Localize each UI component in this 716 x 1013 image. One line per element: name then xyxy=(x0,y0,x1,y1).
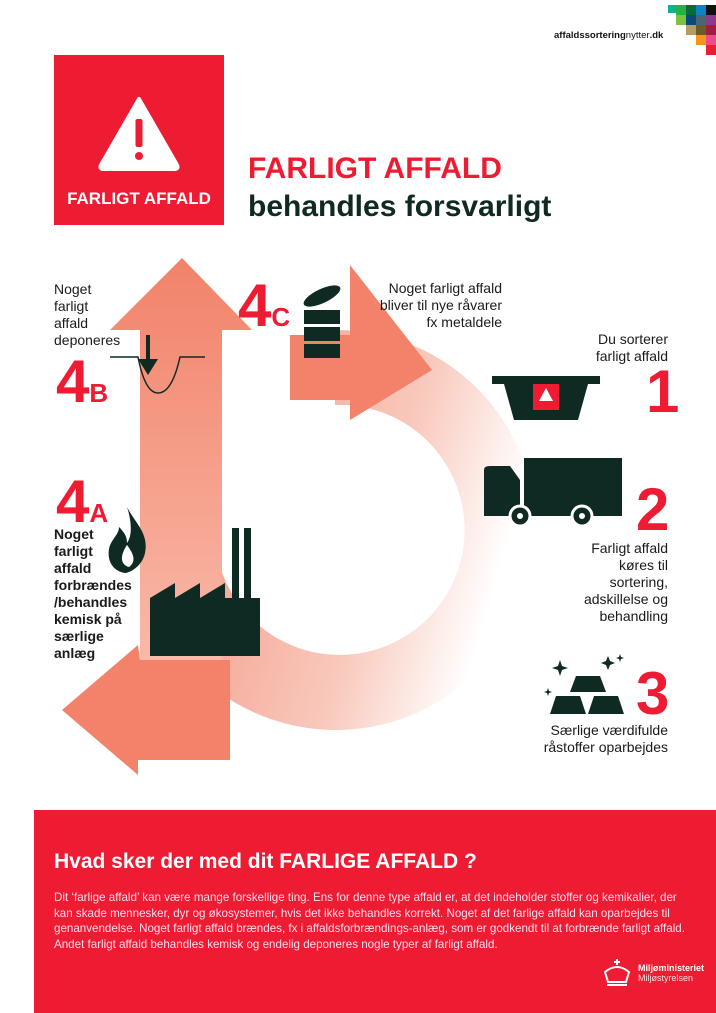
arrow-4b xyxy=(110,258,252,660)
ministry-name: Miljøministeriet xyxy=(638,963,705,973)
agency-name: Miljøstyrelsen xyxy=(638,973,694,983)
color-mosaic xyxy=(668,5,716,65)
warning-triangle-icon xyxy=(98,97,180,171)
hazard-badge: FARLIGT AFFALD xyxy=(54,55,224,225)
step-3-number: 3 xyxy=(636,660,670,727)
step-2-number: 2 xyxy=(636,476,670,543)
info-body: Dit ‘farlige affald’ kan være mange fors… xyxy=(54,891,685,951)
step-3-text: Særlige værdifulde råstoffer oparbejdes xyxy=(543,722,668,755)
badge-label: FARLIGT AFFALD xyxy=(67,189,211,208)
page-subtitle: behandles forsvarligt xyxy=(248,190,552,223)
metal-can-icon xyxy=(303,285,341,358)
step-4b-number: 4B xyxy=(56,348,109,415)
step-1-number: 1 xyxy=(646,358,680,425)
step-4c-number: 4C xyxy=(238,272,291,339)
flame-icon xyxy=(108,507,146,573)
factory-icon xyxy=(150,528,260,656)
arrow-4c xyxy=(290,265,432,420)
info-heading: Hvad sker der med dit FARLIGE AFFALD ? xyxy=(54,850,477,873)
page-title: FARLIGT AFFALD xyxy=(248,152,502,185)
site-url[interactable]: affaldssorteringnytter.dk xyxy=(554,30,663,41)
ministry-logo: Miljøministeriet Miljøstyrelsen xyxy=(602,958,704,988)
landfill-icon xyxy=(110,335,205,394)
site-name-light: nytter xyxy=(625,30,650,41)
info-section: Hvad sker der med dit FARLIGE AFFALD ? D… xyxy=(34,810,716,1013)
gold-bars-icon xyxy=(544,654,624,714)
site-name: affaldssortering xyxy=(554,30,626,41)
waste-container-icon xyxy=(492,376,600,420)
step-4a-text: Noget farligt affald forbrændes/behandles ke… xyxy=(54,526,132,661)
step-4c-text: Noget farligt affald bliver til nye råvar… xyxy=(379,280,502,330)
site-tld: .dk xyxy=(649,30,664,41)
step-4b-text: Noget farligt affald deponeres xyxy=(54,281,121,348)
mosaic-logo-icon xyxy=(668,5,716,55)
step-2-text: Farligt affald køres til sortering, adskill… xyxy=(583,540,668,624)
step-1-text: Du sorterer farligt affald xyxy=(595,331,668,364)
arrow-4a xyxy=(62,645,230,775)
truck-icon xyxy=(484,458,622,528)
step-4a-number: 4A xyxy=(56,468,109,535)
crown-icon xyxy=(603,959,631,986)
